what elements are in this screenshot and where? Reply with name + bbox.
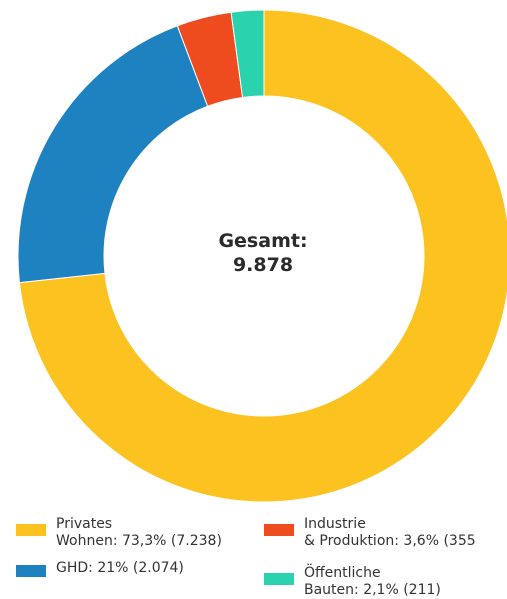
- legend-item-ghd: GHD: 21% (2.074): [16, 560, 184, 577]
- legend-item-industrie-produktion: Industrie & Produktion: 3,6% (355: [264, 516, 476, 550]
- legend-item-privates-wohnen: Privates Wohnen: 73,3% (7.238): [16, 516, 222, 550]
- legend-label: GHD: 21% (2.074): [56, 560, 184, 576]
- slice-oeffentliche-bauten: [230, 9, 265, 99]
- legend-swatch: [16, 565, 46, 577]
- legend-swatch: [264, 573, 294, 585]
- legend-label: Industrie & Produktion: 3,6% (355: [304, 516, 476, 549]
- legend-item-oeffentliche-bauten: Öffentliche Bauten: 2,1% (211): [264, 565, 441, 599]
- legend-swatch: [264, 524, 294, 536]
- legend-swatch: [16, 524, 46, 536]
- legend-label: Privates Wohnen: 73,3% (7.238): [56, 516, 222, 549]
- center-label: Gesamt:: [218, 230, 307, 252]
- slice-ghd: [17, 25, 209, 284]
- legend: Privates Wohnen: 73,3% (7.238) Industrie…: [0, 510, 507, 598]
- slice-privates-wohnen: [18, 9, 507, 503]
- donut-slices: [17, 9, 507, 503]
- donut-chart: Gesamt: 9.878: [17, 9, 507, 503]
- legend-label: Öffentliche Bauten: 2,1% (211): [304, 565, 441, 598]
- center-value: 9.878: [233, 254, 293, 276]
